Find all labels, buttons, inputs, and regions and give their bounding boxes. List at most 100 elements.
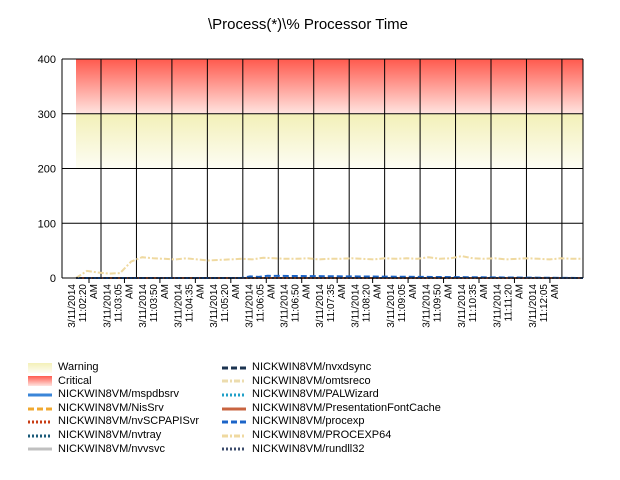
x-tick-label-group: 3/11/2014 11:06:50 AM [280,284,313,328]
legend-item-critical: Critical [28,375,199,389]
x-tick-label: AM [160,284,171,299]
x-tick-label-group: 3/11/2014 11:10:35 AM [457,284,490,328]
legend-swatch [222,376,246,386]
legend-item-series: NICKWIN8VM/PROCEXP64 [222,429,441,443]
legend-swatch [28,444,52,454]
y-tick-label: 100 [38,218,56,230]
x-tick-label: 11:05:20 [220,284,231,323]
x-tick-label: 11:09:50 [433,284,444,323]
x-tick-label: 11:02:20 [78,284,89,323]
x-tick-label: 3/11/2014 [173,284,184,328]
band-critical [76,59,583,114]
x-tick-label: AM [550,284,561,299]
x-tick-label-group: 3/11/2014 11:04:35 AM [173,284,206,328]
legend-right: NICKWIN8VM/nvxdsync NICKWIN8VM/omtsreco NI… [222,361,441,456]
x-tick-label: 3/11/2014 [138,284,149,328]
legend-item-series: NICKWIN8VM/PALWizard [222,388,441,402]
legend-item-series: NICKWIN8VM/nvSCPAPISvr [28,415,199,429]
x-tick-label: 3/11/2014 [244,284,255,328]
legend-swatch [222,431,246,441]
x-tick-label: 11:09:05 [397,284,408,323]
y-tick-label: 300 [38,109,56,121]
x-tick-label: AM [125,284,136,299]
x-tick-label: 3/11/2014 [422,284,433,328]
x-tick-label: 3/11/2014 [493,284,504,328]
y-tick-label: 200 [38,164,56,176]
x-tick-label: AM [337,284,348,299]
x-tick-label-group: 3/11/2014 11:06:05 AM [244,284,277,328]
legend-swatch [28,404,52,414]
legend-item-series: NICKWIN8VM/nvxdsync [222,361,441,375]
legend-label: NICKWIN8VM/nvvsvc [58,442,165,455]
x-tick-label: 3/11/2014 [386,284,397,328]
legend-label: NICKWIN8VM/nvSCPAPISvr [58,415,199,428]
x-tick-label-group: 3/11/2014 11:09:50 AM [422,284,455,328]
legend-label: NICKWIN8VM/NisSrv [58,401,164,414]
x-tick-label-group: 3/11/2014 11:08:20 AM [351,284,384,328]
x-tick-label: 3/11/2014 [457,284,468,328]
legend-label: Critical [58,374,92,387]
legend-item-series: NICKWIN8VM/NisSrv [28,402,199,416]
x-tick-label-group: 3/11/2014 11:07:35 AM [315,284,348,328]
legend-swatch [28,362,52,373]
y-tick-label: 400 [38,54,56,66]
legend-item-series: NICKWIN8VM/omtsreco [222,375,441,389]
legend-label: NICKWIN8VM/PROCEXP64 [252,428,392,441]
x-tick-label: 11:03:50 [149,284,160,323]
x-tick-label: 11:03:05 [114,284,125,323]
x-tick-label: 11:10:35 [468,284,479,323]
x-tick-label: 11:12:05 [539,284,550,323]
x-tick-label: AM [408,284,419,299]
x-tick-labels: 3/11/2014 11:02:20 AM 3/11/2014 11:03:05 AM 3/… [67,284,561,328]
x-tick-label: 3/11/2014 [103,284,114,328]
legend-label: NICKWIN8VM/nvtray [58,428,162,441]
legend-swatch [222,363,246,373]
legend-swatch [222,444,246,454]
y-tick-labels: 0 100 200 300 400 [38,54,56,285]
x-tick-label: 3/11/2014 [209,284,220,328]
x-tick-label-group: 3/11/2014 11:03:05 AM [103,284,136,328]
x-tick-label-group: 3/11/2014 11:09:05 AM [386,284,419,328]
legend-item-series: NICKWIN8VM/nvvsvc [28,443,199,457]
x-tick-label-group: 3/11/2014 11:03:50 AM [138,284,171,328]
x-tick-label: AM [195,284,206,299]
legend-swatch [222,390,246,400]
legend-swatch [28,431,52,441]
legend-label: NICKWIN8VM/nvxdsync [252,361,372,373]
band-warning [76,113,583,169]
legend-label: NICKWIN8VM/procexp [252,415,365,428]
x-tick-label: 11:06:50 [291,284,302,323]
x-tick-label-group: 3/11/2014 11:11:20 AM [493,284,526,328]
legend-left: Warning Critical NICKWIN8VM/mspdbsrv NICKWI… [28,361,199,456]
x-tick-label: 11:11:20 [504,284,515,322]
x-tick-label: 11:08:20 [362,284,373,323]
legend-item-series: NICKWIN8VM/nvtray [28,429,199,443]
x-tick-label: 3/11/2014 [528,284,539,328]
x-tick-label: AM [515,284,526,299]
legend-label: NICKWIN8VM/PresentationFontCache [252,401,441,414]
x-tick-label: 3/11/2014 [315,284,326,328]
grid [62,58,583,279]
legend-item-series: NICKWIN8VM/procexp [222,415,441,429]
y-tick-label: 0 [50,273,56,285]
legend-label: NICKWIN8VM/PALWizard [252,388,379,401]
x-tick-label: 11:04:35 [184,284,195,323]
chart-title: \Process(*)\% Processor Time [208,16,408,33]
legend-label: Warning [58,361,99,373]
x-tick-label-group: 3/11/2014 11:02:20 AM [67,284,100,328]
series-line [75,255,583,279]
x-tick-label: 11:07:35 [326,284,337,323]
x-tick-label-group: 3/11/2014 11:05:20 AM [209,284,242,328]
legend-swatch [28,390,52,400]
x-tick-label: AM [89,284,100,299]
legend-item-series: NICKWIN8VM/rundll32 [222,443,441,457]
threshold-bands [76,59,583,169]
x-tick-label: AM [302,284,313,299]
x-tick-label: AM [479,284,490,299]
legend-item-series: NICKWIN8VM/PresentationFontCache [222,402,441,416]
legend-swatch [222,417,246,427]
x-tick-label: AM [444,284,455,299]
legend-label: NICKWIN8VM/omtsreco [252,374,371,387]
legend-item-series: NICKWIN8VM/mspdbsrv [28,388,199,402]
